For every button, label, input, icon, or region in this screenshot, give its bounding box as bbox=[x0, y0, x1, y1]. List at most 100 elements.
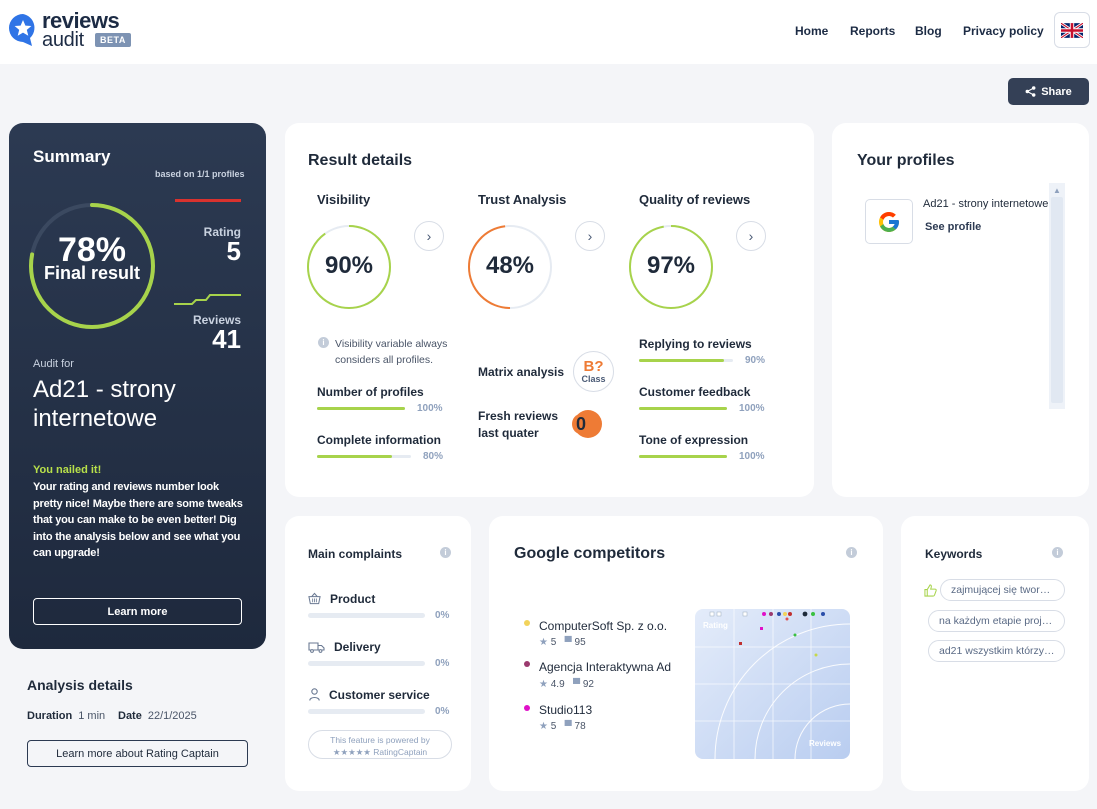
fresh-reviews-badge: 0 bbox=[572, 410, 602, 438]
audit-company-name: Ad21 - strony internetowe bbox=[33, 376, 176, 432]
pct-number-of-profiles: 100% bbox=[417, 403, 443, 414]
person-icon bbox=[309, 688, 320, 701]
duration-label: Duration bbox=[27, 710, 73, 722]
bar-fill bbox=[639, 359, 724, 362]
quality-details-button[interactable]: › bbox=[736, 221, 766, 251]
chevron-right-icon: › bbox=[587, 228, 593, 244]
star-icon: ★ bbox=[539, 721, 548, 732]
matrix-class-sub: Class bbox=[581, 374, 606, 384]
info-icon[interactable]: i bbox=[440, 547, 451, 558]
share-label: Share bbox=[1041, 85, 1072, 98]
competitor-reviews: 95 bbox=[574, 637, 586, 648]
nav-home[interactable]: Home bbox=[795, 24, 829, 38]
competitor-name[interactable]: Studio113 bbox=[539, 703, 593, 717]
final-result-label: Final result bbox=[43, 263, 141, 283]
scrollbar-thumb[interactable] bbox=[1051, 197, 1063, 403]
map-rating-label: Rating bbox=[703, 621, 728, 630]
logo-text-audit: audit bbox=[42, 29, 84, 51]
competitor-reviews: 92 bbox=[582, 679, 594, 690]
your-profiles-title: Your profiles bbox=[857, 152, 955, 169]
summary-message: Your rating and reviews number look pret… bbox=[33, 481, 243, 559]
nav-privacy-policy[interactable]: Privacy policy bbox=[963, 24, 1044, 38]
result-details-title: Result details bbox=[308, 152, 413, 169]
matrix-class-letter: B? bbox=[583, 358, 604, 375]
keyword-chip[interactable]: zajmującej się twor… bbox=[940, 579, 1065, 601]
info-icon[interactable]: i bbox=[846, 547, 857, 558]
bar-fill bbox=[639, 455, 727, 458]
visibility-details-button[interactable]: › bbox=[414, 221, 444, 251]
powered-by-badge[interactable]: This feature is powered by ★★★★★ RatingC… bbox=[308, 730, 452, 759]
learn-more-button[interactable]: Learn more bbox=[33, 598, 242, 625]
share-button[interactable]: Share bbox=[1008, 78, 1089, 105]
competitor-rating: 5 bbox=[550, 721, 557, 732]
comment-icon: ▀ bbox=[564, 637, 572, 648]
scroll-up-icon[interactable]: ▲ bbox=[1053, 186, 1061, 195]
nav-reports[interactable]: Reports bbox=[850, 24, 896, 38]
info-icon[interactable]: i bbox=[1052, 547, 1063, 558]
metric-customer-feedback: Customer feedback bbox=[639, 385, 751, 399]
audit-for-label: Audit for bbox=[33, 358, 74, 370]
rating-captain-button[interactable]: Learn more about Rating Captain bbox=[27, 740, 248, 767]
complaint-delivery-bar bbox=[308, 661, 425, 666]
reviews-label: Reviews bbox=[192, 313, 241, 327]
competitor-rating: 5 bbox=[550, 637, 557, 648]
logo-text-reviews: reviews bbox=[42, 8, 120, 33]
profiles-scrollbar[interactable]: ▲ bbox=[1049, 183, 1065, 409]
powered-by-brand: ★★★★★ RatingCaptain bbox=[332, 747, 428, 757]
complaint-product-value: 0% bbox=[435, 610, 450, 621]
basket-icon bbox=[308, 592, 321, 605]
summary-card: Summary based on 1/1 profiles 78% Final … bbox=[9, 123, 266, 649]
beta-badge: BETA bbox=[95, 33, 131, 47]
complaint-product-bar bbox=[308, 613, 425, 618]
competitor-dot bbox=[524, 620, 530, 626]
competitor-stats: ★ 5 ▀ 95 bbox=[539, 637, 586, 648]
complaint-customer-service-bar bbox=[308, 709, 425, 714]
final-result-gauge bbox=[29, 203, 155, 329]
visibility-note: Visibility variable always considers all… bbox=[335, 338, 448, 366]
chevron-right-icon: › bbox=[748, 228, 754, 244]
truck-icon bbox=[308, 642, 325, 653]
metric-replying-to-reviews: Replying to reviews bbox=[639, 337, 752, 351]
result-details-card bbox=[285, 123, 814, 497]
competitor-name[interactable]: ComputerSoft Sp. z o.o. bbox=[539, 619, 668, 633]
comment-icon: ▀ bbox=[564, 721, 572, 732]
share-icon bbox=[1025, 86, 1036, 97]
complaint-delivery-value: 0% bbox=[435, 658, 450, 669]
keyword-chip[interactable]: ad21 wszystkim którzy… bbox=[928, 640, 1065, 662]
see-profile-link[interactable]: See profile bbox=[925, 221, 982, 233]
analysis-details-title: Analysis details bbox=[27, 677, 133, 693]
trust-details-button[interactable]: › bbox=[575, 221, 605, 251]
keyword-chip[interactable]: na każdym etapie proj… bbox=[928, 610, 1065, 632]
logo-star-icon bbox=[9, 14, 35, 46]
competitor-stats: ★ 5 ▀ 78 bbox=[539, 721, 586, 732]
bar-fill bbox=[317, 455, 393, 458]
star-icon: ★ bbox=[539, 679, 548, 690]
duration-value: 1 min bbox=[78, 710, 106, 722]
nav-blog[interactable]: Blog bbox=[915, 24, 942, 38]
map-reviews-label: Reviews bbox=[809, 739, 842, 748]
summary-title: Summary bbox=[33, 147, 111, 166]
fresh-reviews-label: Fresh reviews bbox=[478, 409, 559, 423]
metric-complete-information: Complete information bbox=[317, 433, 442, 447]
bar-fill bbox=[639, 407, 727, 410]
matrix-class-badge: B? Class bbox=[573, 351, 614, 392]
info-icon: i bbox=[318, 337, 329, 348]
bar-complete-information bbox=[317, 455, 411, 458]
complaint-product: Product bbox=[330, 592, 376, 606]
summary-headline: You nailed it! bbox=[33, 464, 102, 476]
competitor-dot bbox=[524, 705, 530, 711]
bar-replying-to-reviews bbox=[639, 359, 733, 362]
bar-fill bbox=[317, 407, 405, 410]
top-header: reviews audit BETA Home Reports Blog Pri… bbox=[0, 0, 1097, 64]
powered-by-text: This feature is powered by bbox=[330, 735, 430, 745]
star-icon: ★ bbox=[539, 637, 548, 648]
visibility-gauge bbox=[307, 225, 391, 309]
competitor-rating: 4.9 bbox=[550, 679, 565, 690]
competitor-name[interactable]: Agencja Interaktywna Ad21 bbox=[539, 660, 671, 674]
complaint-delivery: Delivery bbox=[334, 640, 381, 654]
language-button[interactable] bbox=[1054, 12, 1090, 48]
reviews-trend-line bbox=[174, 294, 241, 305]
pct-replying-to-reviews: 90% bbox=[745, 355, 766, 366]
profile-name: Ad21 - strony internetowe bbox=[923, 198, 1049, 210]
quality-value: 97% bbox=[646, 252, 696, 279]
